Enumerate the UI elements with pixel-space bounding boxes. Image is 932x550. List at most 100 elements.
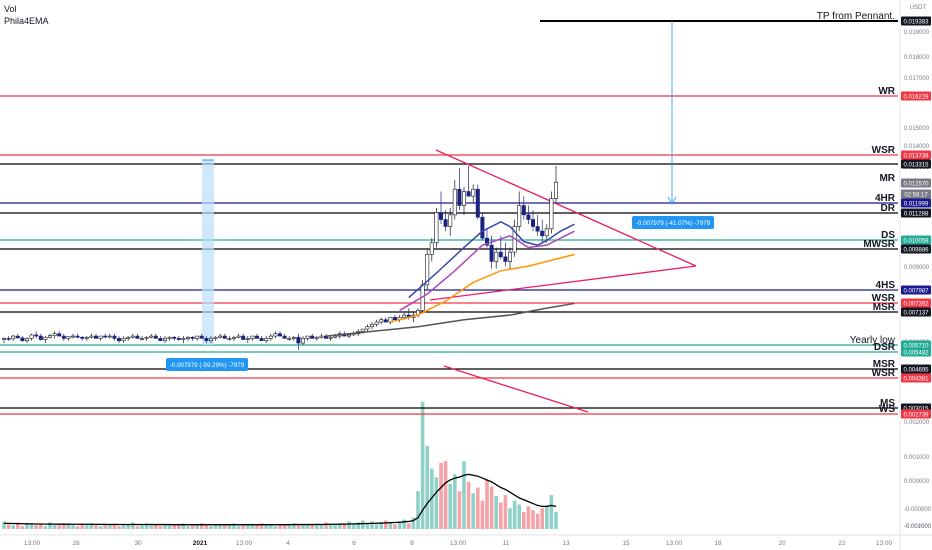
price-badge-text: 0.009886 (903, 248, 929, 254)
candle-body (1, 338, 7, 340)
candle-body (521, 205, 526, 216)
volume-bar (181, 523, 186, 529)
volume-bar (71, 525, 75, 529)
volume-bar (103, 524, 107, 529)
candle-body (291, 336, 296, 339)
volume-bar (20, 526, 25, 529)
volume-bar (29, 523, 34, 529)
volume-bar (85, 525, 89, 529)
volume-bar (296, 525, 301, 529)
measure-label: -0.007979 (-59.29%) -7979 (170, 362, 245, 369)
price-badge-text: 0.007137 (903, 311, 929, 317)
candle-body (369, 324, 374, 328)
volume-bar (374, 524, 379, 529)
candle-body (209, 338, 214, 342)
level-label: MSR (873, 359, 896, 370)
drawings-layer: -0.007979 (-59.29%) -7979 -0.007979 (-41.… (166, 21, 714, 413)
volume-bar (126, 524, 130, 529)
volume-bar (89, 523, 94, 529)
volume-bar (407, 523, 411, 529)
volume-bar (278, 525, 282, 529)
ema_fast-line (408, 220, 575, 299)
channel-line (443, 365, 589, 413)
price-badge (901, 409, 931, 419)
candle-body (305, 335, 310, 339)
volume-bar (549, 495, 554, 529)
candle-body (494, 251, 499, 262)
candle-body (57, 333, 62, 337)
time-tick-label: 13:00 (236, 540, 253, 547)
candle-body (190, 336, 195, 339)
price-badge-text: 0.011999 (904, 202, 929, 208)
volume-bar (140, 525, 144, 529)
volume-bar (305, 525, 310, 529)
candle-body (498, 251, 503, 258)
price-tick-label: -0.000000 (904, 507, 932, 513)
volume-bar (186, 526, 190, 529)
time-tick-label: 13:00 (24, 540, 41, 547)
level-label: WSR (872, 293, 896, 304)
candle-body (314, 336, 319, 339)
volume-bar (259, 523, 264, 529)
volume-bar (370, 521, 374, 529)
candle-body (135, 335, 140, 339)
level-label: WS (879, 404, 895, 415)
time-tick-label: 8 (410, 540, 414, 547)
candle-body (222, 335, 227, 339)
candle-body (121, 338, 126, 342)
candle-body (438, 212, 443, 220)
candle-body (365, 326, 370, 330)
level-label: MWSR (863, 239, 895, 250)
level-label: DSR (874, 342, 896, 353)
volume-bar (264, 525, 268, 529)
volume-bar (135, 526, 140, 529)
volume-bar (347, 521, 351, 529)
volume-bar (80, 524, 84, 529)
candle-body (195, 335, 200, 339)
volume-bar (94, 525, 98, 529)
time-tick-label: 30 (134, 540, 142, 547)
price-badge-text: 0.004695 (903, 368, 929, 374)
volume-bar (62, 523, 66, 529)
price-badge (901, 178, 931, 188)
volume-bar (25, 524, 29, 529)
price-badge (901, 364, 931, 374)
time-tick-label: 18 (714, 540, 722, 547)
volume-bar (195, 524, 199, 529)
price-badge-text: 0.007392 (903, 302, 929, 308)
indicator-label-ema[interactable]: Phila4EMA (4, 16, 49, 26)
volume-bar (66, 524, 71, 529)
price-badge (901, 16, 931, 26)
volume-bar (200, 523, 204, 529)
candle-body (98, 335, 103, 339)
candle-body (268, 335, 273, 339)
candle-body (218, 335, 223, 338)
price-badge (901, 198, 931, 208)
candle-body (232, 336, 237, 339)
price-badge-text: 0.011288 (904, 212, 929, 218)
candle-body (107, 335, 112, 338)
candle-body (167, 336, 172, 339)
volume-bar (471, 493, 475, 529)
indicator-label-vol[interactable]: Vol (4, 4, 17, 14)
time-tick-label: 13:00 (876, 540, 893, 547)
volume-bar (462, 461, 466, 529)
candle-body (471, 188, 476, 197)
candle-body (15, 335, 20, 339)
volume-bar (540, 508, 544, 529)
volume-bar (213, 524, 218, 529)
volume-bar (416, 491, 420, 529)
pennant-lower-line (429, 265, 697, 301)
candle-body (250, 335, 255, 339)
candle-body (153, 335, 158, 339)
price-badge (901, 189, 931, 199)
volume-bar (6, 524, 11, 529)
volume-bar (453, 474, 457, 529)
price-badge (901, 340, 931, 350)
candle-body (484, 237, 489, 246)
volume-bar (34, 525, 38, 529)
volume-bar (457, 491, 462, 529)
candle-body (457, 188, 462, 206)
time-tick-label: 6 (352, 540, 356, 547)
